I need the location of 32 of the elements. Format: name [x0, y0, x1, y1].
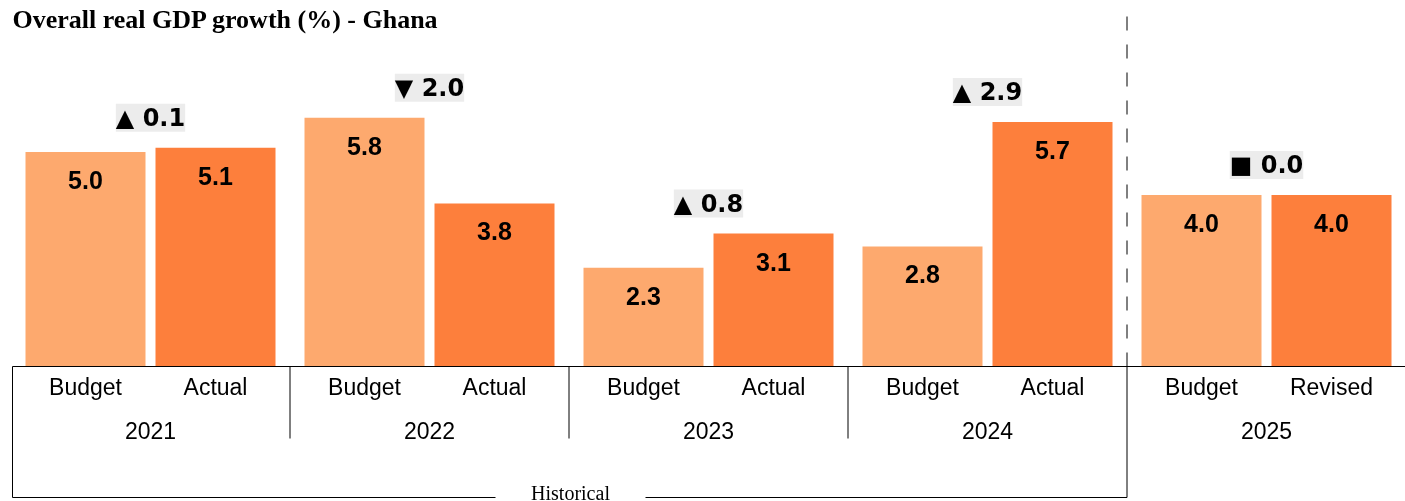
text: ▲ 2.9	[952, 77, 1023, 106]
data-label: 2.3	[626, 281, 661, 310]
x-tick-label: Actual	[183, 373, 248, 400]
x-tick-label: Revised	[1289, 373, 1374, 400]
x-tick-label: Budget	[886, 373, 960, 400]
x-tick-label: Actual	[462, 373, 527, 400]
x-tick-label: Budget	[1165, 373, 1239, 400]
data-label: 5.7	[1035, 135, 1070, 164]
annotation: ▲ 0.1	[115, 103, 186, 132]
x-tick-label: Budget	[328, 373, 402, 400]
data-label: 2.8	[905, 260, 940, 289]
x-tick-label: Budget	[49, 373, 123, 400]
data-label: 5.8	[347, 131, 382, 160]
annotation: ■ 0.0	[1229, 150, 1304, 179]
data-label: 3.1	[756, 247, 791, 276]
text: 2024	[961, 418, 1014, 444]
data-label: 5.0	[68, 166, 103, 194]
text: Historical	[531, 481, 611, 501]
text: 2023	[682, 418, 735, 444]
x-tick-label: Budget	[607, 373, 681, 400]
data-label: 4.0	[1184, 208, 1219, 237]
annotation: ▲ 0.8	[673, 189, 744, 218]
data-label: 5.1	[198, 161, 233, 190]
text: 2025	[1240, 418, 1293, 444]
x-tick-label: Actual	[741, 373, 806, 400]
text: ▼ 2.0	[394, 73, 465, 102]
chart-title: Overall real GDP growth (%) - Ghana	[12, 4, 438, 34]
data-label: 4.0	[1314, 208, 1349, 237]
x-tick-label: Actual	[1020, 373, 1085, 400]
text: 2021	[124, 418, 177, 444]
data-label: 3.8	[477, 217, 512, 246]
text: 2022	[403, 418, 456, 444]
